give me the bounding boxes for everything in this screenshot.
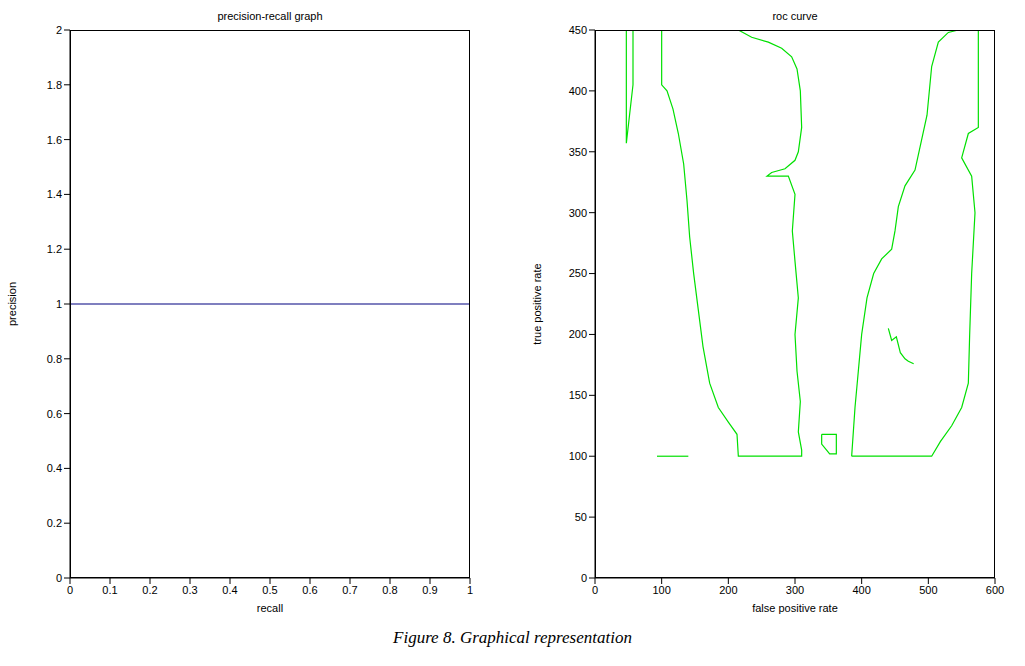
svg-text:0.2: 0.2 bbox=[142, 584, 157, 596]
svg-text:0: 0 bbox=[592, 584, 598, 596]
svg-text:0.6: 0.6 bbox=[47, 408, 62, 420]
svg-text:0.6: 0.6 bbox=[302, 584, 317, 596]
svg-text:400: 400 bbox=[569, 85, 587, 97]
svg-text:0.3: 0.3 bbox=[182, 584, 197, 596]
svg-text:0.2: 0.2 bbox=[47, 517, 62, 529]
svg-text:300: 300 bbox=[786, 584, 804, 596]
svg-text:200: 200 bbox=[569, 328, 587, 340]
svg-text:0.8: 0.8 bbox=[382, 584, 397, 596]
svg-text:1.8: 1.8 bbox=[47, 79, 62, 91]
svg-text:0.4: 0.4 bbox=[47, 462, 62, 474]
svg-text:1: 1 bbox=[56, 298, 62, 310]
svg-text:recall: recall bbox=[257, 602, 283, 614]
svg-text:0.9: 0.9 bbox=[422, 584, 437, 596]
svg-text:200: 200 bbox=[719, 584, 737, 596]
html-text:roc curve: roc curve bbox=[772, 10, 818, 22]
svg-text:300: 300 bbox=[569, 207, 587, 219]
svg-text:0.5: 0.5 bbox=[262, 584, 277, 596]
svg-text:100: 100 bbox=[652, 584, 670, 596]
svg-text:0: 0 bbox=[67, 584, 73, 596]
svg-text:true positive rate: true positive rate bbox=[531, 263, 543, 344]
svg-text:false positive rate: false positive rate bbox=[752, 602, 838, 614]
svg-text:0.4: 0.4 bbox=[222, 584, 237, 596]
svg-text:250: 250 bbox=[569, 267, 587, 279]
svg-text:50: 50 bbox=[575, 511, 587, 523]
svg-text:0.1: 0.1 bbox=[102, 584, 117, 596]
svg-text:0.7: 0.7 bbox=[342, 584, 357, 596]
html-text:precision-recall graph: precision-recall graph bbox=[217, 10, 323, 22]
html-text:Figure 8. Graphical representa: Figure 8. Graphical representation bbox=[393, 628, 632, 647]
svg-text:0: 0 bbox=[56, 572, 62, 584]
svg-text:600: 600 bbox=[986, 584, 1004, 596]
svg-text:1.6: 1.6 bbox=[47, 134, 62, 146]
svg-text:500: 500 bbox=[919, 584, 937, 596]
svg-text:350: 350 bbox=[569, 146, 587, 158]
svg-text:1: 1 bbox=[467, 584, 473, 596]
svg-text:2: 2 bbox=[56, 24, 62, 36]
svg-text:400: 400 bbox=[852, 584, 870, 596]
svg-text:1.2: 1.2 bbox=[47, 243, 62, 255]
svg-text:precision: precision bbox=[8, 282, 18, 326]
svg-text:150: 150 bbox=[569, 389, 587, 401]
svg-text:100: 100 bbox=[569, 450, 587, 462]
svg-text:0: 0 bbox=[581, 572, 587, 584]
svg-text:1.4: 1.4 bbox=[47, 188, 62, 200]
svg-text:0.8: 0.8 bbox=[47, 353, 62, 365]
svg-text:450: 450 bbox=[569, 24, 587, 36]
